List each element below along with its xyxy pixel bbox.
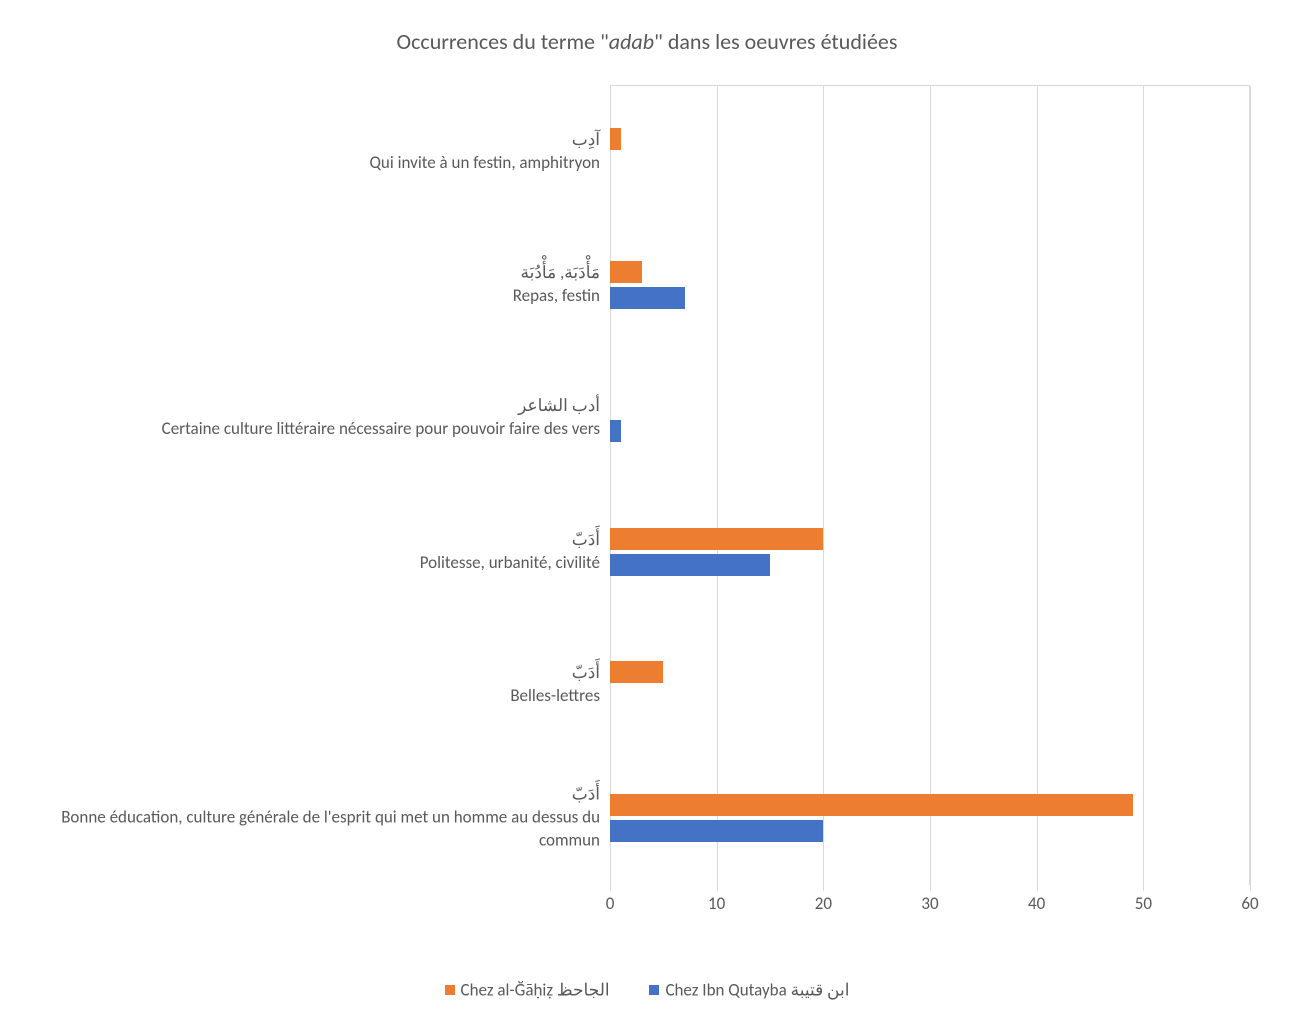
- bar-gahiz: [610, 128, 621, 150]
- x-axis-label: 10: [687, 893, 747, 914]
- x-tick: [1250, 885, 1251, 891]
- legend-item-gahiz: Chez al-Ğāḥiẓ الجاحظ: [445, 978, 610, 1000]
- title-prefix: Occurrences du terme ": [397, 28, 609, 55]
- legend-item-qutayba: Chez Ibn Qutayba ابن قتيبة: [649, 978, 849, 1000]
- legend-swatch-gahiz: [445, 985, 455, 995]
- bar-gahiz: [610, 661, 663, 683]
- x-axis-label: 40: [1007, 893, 1067, 914]
- category-label-arabic: أَدَبّ: [10, 529, 600, 552]
- x-tick: [823, 885, 824, 891]
- category-label: مَأْدَبَة, مَأْدُبَةRepas, festin: [10, 262, 600, 308]
- x-tick: [717, 885, 718, 891]
- x-tick: [1143, 885, 1144, 891]
- bar-qutayba: [610, 287, 685, 309]
- category-label-arabic: أدب الشاعر: [10, 395, 600, 418]
- x-axis-label: 0: [580, 893, 640, 914]
- category-label-arabic: مَأْدَبَة, مَأْدُبَة: [10, 262, 600, 285]
- category-label: أَدَبّBonne éducation, culture générale …: [10, 784, 600, 853]
- chart-title: Occurrences du terme "adab" dans les oeu…: [0, 28, 1294, 55]
- category-label: أَدَبّPolitesse, urbanité, civilité: [10, 529, 600, 575]
- category-label-french: Bonne éducation, culture générale de l'e…: [10, 807, 600, 853]
- title-suffix: " dans les oeuvres étudiées: [654, 28, 897, 55]
- category-label-french: Repas, festin: [10, 285, 600, 308]
- category-label-arabic: آدِب: [10, 129, 600, 152]
- x-tick: [610, 885, 611, 891]
- category-label-french: Belles-lettres: [10, 685, 600, 708]
- x-axis-label: 30: [900, 893, 960, 914]
- x-axis-label: 50: [1113, 893, 1173, 914]
- legend: Chez al-Ğāḥiẓ الجاحظ Chez Ibn Qutayba اب…: [0, 978, 1294, 1000]
- legend-label-qutayba: Chez Ibn Qutayba ابن قتيبة: [665, 979, 849, 1000]
- category-group: أَدَبّBonne éducation, culture générale …: [0, 752, 1294, 885]
- category-group: أدب الشاعرCertaine culture littéraire né…: [0, 352, 1294, 485]
- category-label-arabic: أَدَبّ: [10, 784, 600, 807]
- x-tick: [930, 885, 931, 891]
- bar-qutayba: [610, 420, 621, 442]
- category-label-arabic: أَدَبّ: [10, 662, 600, 685]
- category-label: آدِبQui invite à un festin, amphitryon: [10, 129, 600, 175]
- category-group: مَأْدَبَة, مَأْدُبَةRepas, festin: [0, 218, 1294, 351]
- category-label-french: Qui invite à un festin, amphitryon: [10, 152, 600, 175]
- x-axis-label: 20: [793, 893, 853, 914]
- bar-gahiz: [610, 528, 823, 550]
- bar-gahiz: [610, 261, 642, 283]
- category-group: أَدَبّPolitesse, urbanité, civilité: [0, 485, 1294, 618]
- bar-qutayba: [610, 554, 770, 576]
- x-tick: [1037, 885, 1038, 891]
- category-label-french: Certaine culture littéraire nécessaire p…: [10, 418, 600, 441]
- chart-container: Occurrences du terme "adab" dans les oeu…: [0, 0, 1294, 1030]
- category-group: آدِبQui invite à un festin, amphitryon: [0, 85, 1294, 218]
- category-label: أدب الشاعرCertaine culture littéraire né…: [10, 395, 600, 441]
- x-axis-label: 60: [1220, 893, 1280, 914]
- bar-gahiz: [610, 794, 1133, 816]
- bar-qutayba: [610, 820, 823, 842]
- legend-swatch-qutayba: [649, 985, 659, 995]
- category-label-french: Politesse, urbanité, civilité: [10, 552, 600, 575]
- title-italic: adab: [609, 28, 654, 55]
- category-label: أَدَبّBelles-lettres: [10, 662, 600, 708]
- category-group: أَدَبّBelles-lettres: [0, 618, 1294, 751]
- legend-label-gahiz: Chez al-Ğāḥiẓ الجاحظ: [461, 979, 610, 1000]
